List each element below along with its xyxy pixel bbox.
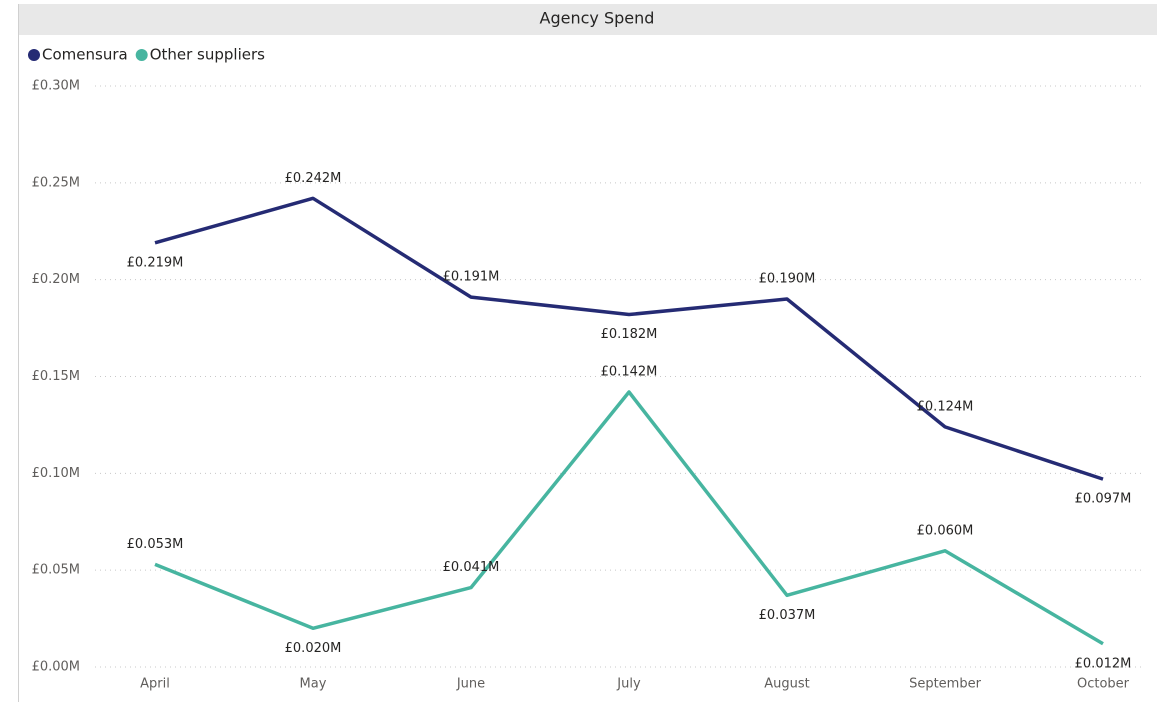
data-label: £0.097M [1075,492,1132,507]
data-label: £0.190M [759,272,816,287]
legend-label: Comensura [42,46,128,64]
legend-label: Other suppliers [150,46,265,64]
data-label: £0.060M [917,523,974,538]
x-tick-label: August [764,677,810,692]
x-tick-label: June [456,677,485,692]
chart-title: Agency Spend [540,9,655,28]
line-series [154,196,1104,481]
y-tick-label: £0.05M [32,563,80,578]
line-series [154,390,1104,646]
y-tick-label: £0.30M [32,79,80,94]
data-label: £0.182M [601,327,658,342]
title-bar [18,4,1157,35]
y-tick-label: £0.00M [32,660,80,675]
data-label: £0.041M [443,560,500,575]
data-label: £0.142M [601,364,658,379]
data-label: £0.012M [1075,656,1132,671]
data-label: £0.219M [127,255,184,270]
x-tick-label: April [140,677,170,692]
x-tick-label: July [616,677,641,692]
data-label: £0.053M [127,537,184,552]
x-tick-label: May [300,677,327,692]
data-label: £0.242M [285,171,342,186]
x-tick-label: September [909,677,982,692]
x-tick-label: October [1077,677,1130,692]
legend-marker [135,49,148,61]
y-tick-label: £0.10M [32,466,80,481]
legend-marker [28,49,40,61]
y-tick-label: £0.20M [32,272,80,287]
data-label: £0.020M [285,641,342,656]
data-label: £0.037M [759,608,816,623]
y-tick-label: £0.15M [32,369,80,384]
data-label: £0.124M [917,399,974,414]
data-label: £0.191M [443,270,500,285]
y-tick-label: £0.25M [32,175,80,190]
